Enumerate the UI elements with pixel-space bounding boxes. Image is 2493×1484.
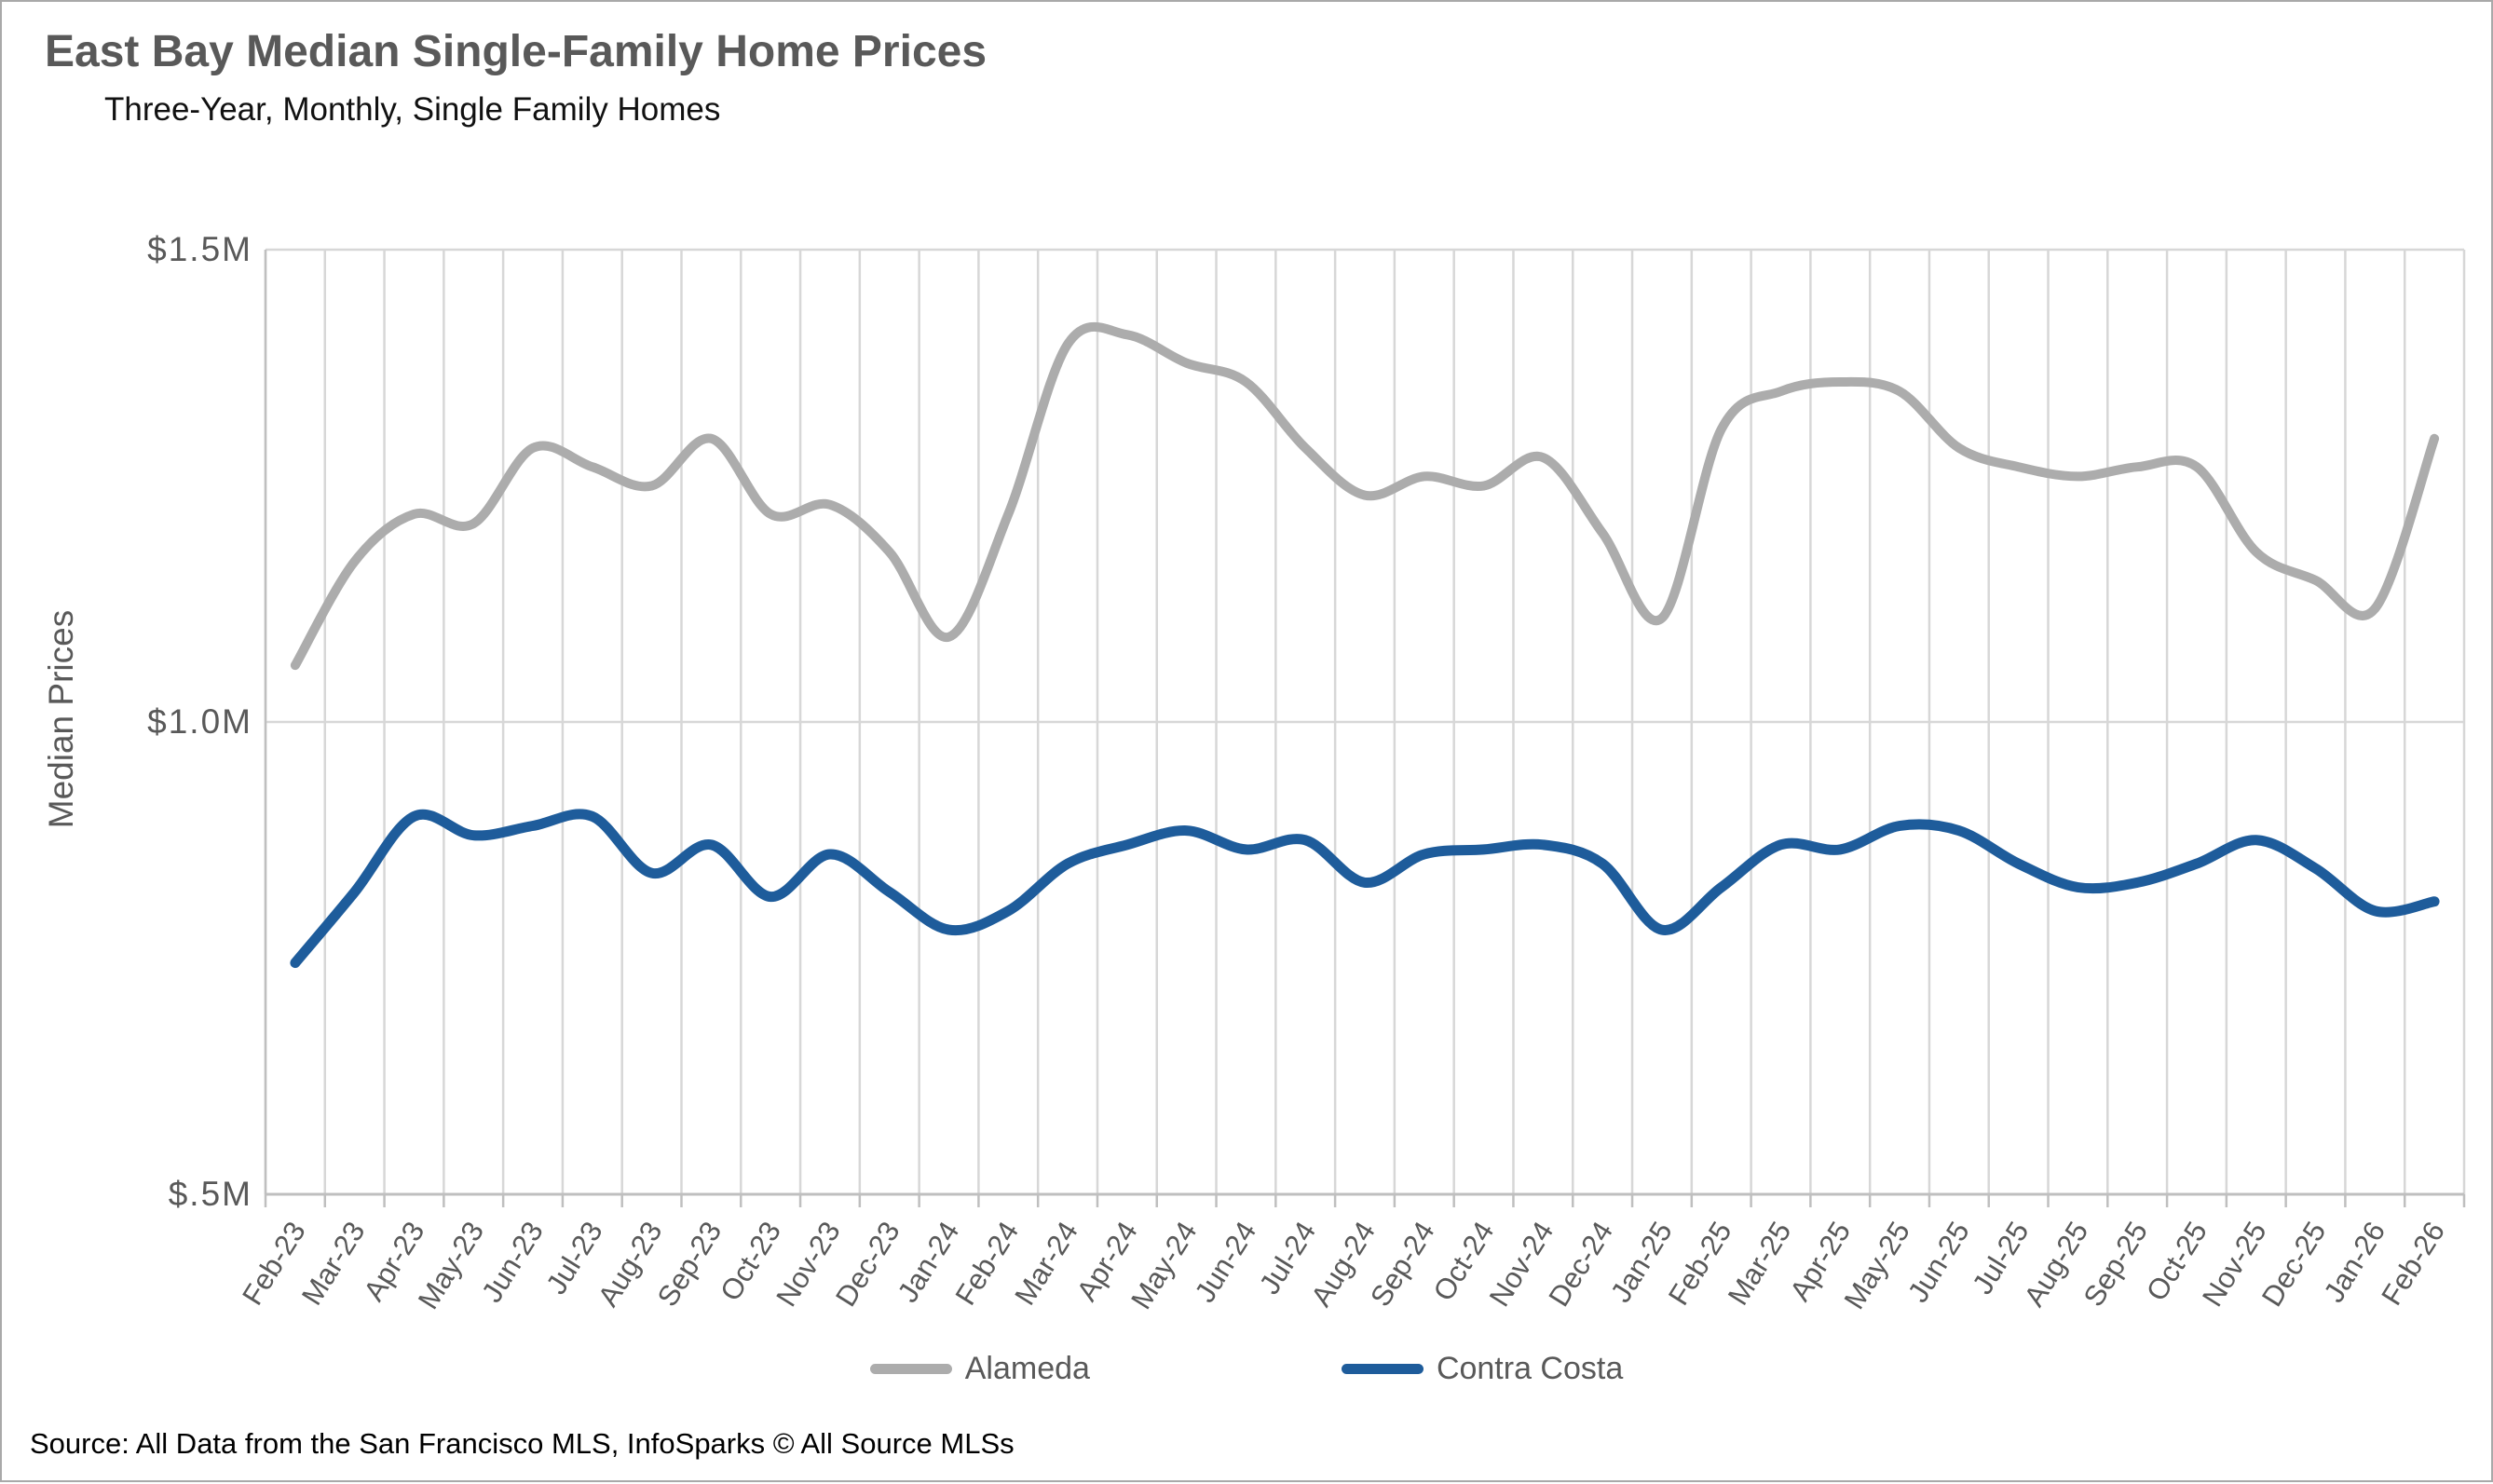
legend-item-alameda: Alameda xyxy=(869,1351,1090,1387)
page-subtitle: Three-Year, Monthly, Single Family Homes xyxy=(104,91,721,128)
contra-costa-line-swatch-icon xyxy=(1341,1364,1424,1374)
legend-label-alameda: Alameda xyxy=(964,1351,1090,1386)
series-line-alameda xyxy=(290,321,2440,671)
legend-label-contra-costa: Contra Costa xyxy=(1436,1351,1624,1386)
series-line-contra-costa xyxy=(290,809,2440,969)
chart-legend: Alameda Contra Costa xyxy=(2,1351,2491,1387)
svg-text:Jun-23: Jun-23 xyxy=(475,1216,550,1308)
svg-text:Jun-25: Jun-25 xyxy=(1901,1216,1976,1308)
svg-text:$1.0M: $1.0M xyxy=(147,702,252,741)
page-title: East Bay Median Single-Family Home Price… xyxy=(45,27,988,76)
legend-item-contra-costa: Contra Costa xyxy=(1341,1351,1624,1387)
source-note: Source: All Data from the San Francisco … xyxy=(30,1427,1015,1460)
svg-text:$.5M: $.5M xyxy=(169,1175,252,1213)
svg-text:Jun-24: Jun-24 xyxy=(1188,1216,1262,1308)
alameda-line-swatch-icon xyxy=(869,1364,952,1374)
svg-text:$1.5M: $1.5M xyxy=(147,230,252,268)
